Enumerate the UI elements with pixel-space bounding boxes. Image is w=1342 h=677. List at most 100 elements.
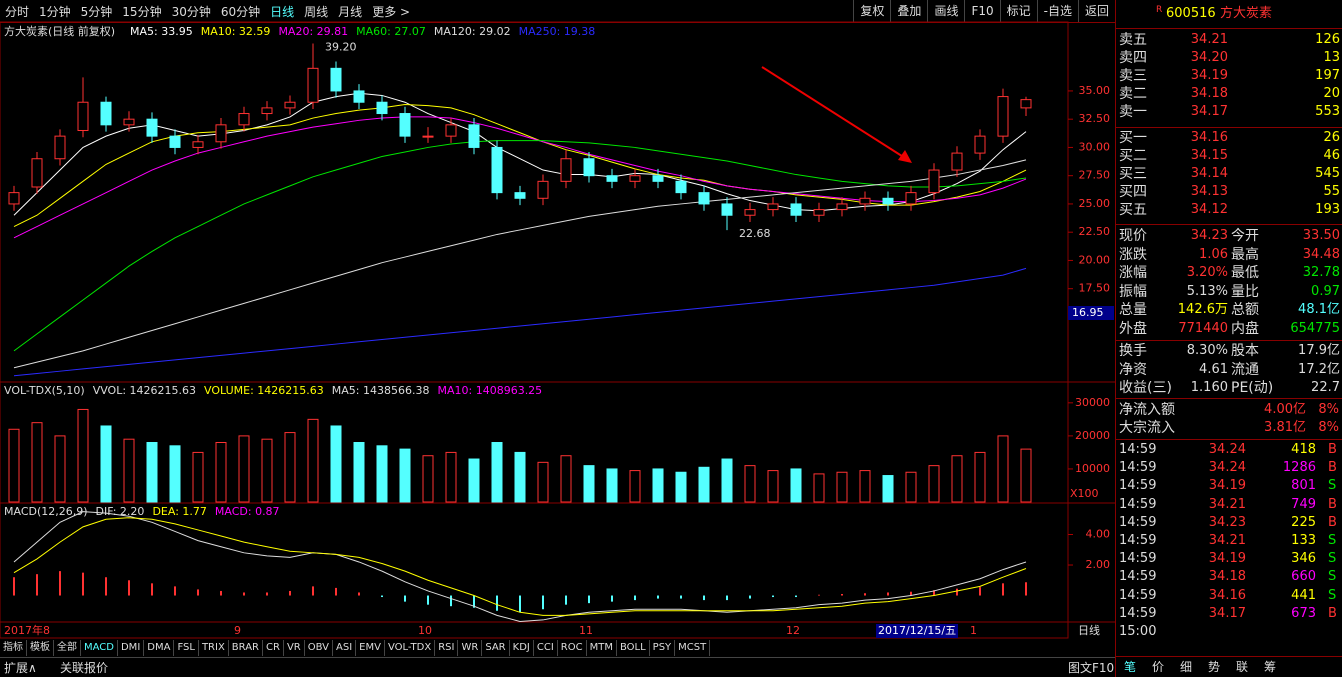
timeframe-button[interactable]: 周线 <box>304 4 329 19</box>
trade-price: 34.21 <box>1208 533 1246 548</box>
indicator-tab[interactable]: KDJ <box>510 640 534 656</box>
indicator-tab[interactable]: SAR <box>482 640 510 656</box>
indicator-tab[interactable]: EMV <box>356 640 385 656</box>
indicator-tab[interactable]: CCI <box>534 640 558 656</box>
indicator-tab[interactable]: PSY <box>650 640 676 656</box>
candle-body <box>974 135 986 154</box>
timeframe-button[interactable]: 60分钟 <box>220 4 261 19</box>
toolbar-button[interactable]: -自选 <box>1036 0 1078 22</box>
timeframe-button[interactable]: 1分钟 <box>39 4 71 19</box>
timeframe-button[interactable]: 日线 <box>270 4 295 19</box>
candle-body <box>721 203 733 216</box>
separator <box>1116 127 1342 128</box>
indicator-tab[interactable]: CR <box>263 640 284 656</box>
indicator-tab[interactable]: WR <box>458 640 483 656</box>
panel-tab[interactable]: 价 <box>1152 660 1165 674</box>
book-label: 买五 <box>1119 202 1147 218</box>
indicator-tab[interactable]: RSI <box>435 640 459 656</box>
panel-tab[interactable]: 联 <box>1236 660 1249 674</box>
stat-label: 涨幅 <box>1119 265 1147 281</box>
panel-tab[interactable]: 势 <box>1208 660 1221 674</box>
stat-value: 17.9亿 <box>1298 343 1340 358</box>
legend-entry: MACD(12,26,9) <box>4 505 88 518</box>
indicator-tab[interactable]: 全部 <box>54 640 81 656</box>
separator <box>1116 398 1342 399</box>
trade-time: 14:59 <box>1119 514 1157 530</box>
ma-line <box>13 159 1027 369</box>
stat-value: 34.23 <box>1190 228 1228 243</box>
candle-body <box>514 192 526 199</box>
timeframe-button[interactable]: 更多 > <box>372 4 411 19</box>
stat-label: 净资 <box>1119 361 1147 378</box>
trade-side: S <box>1328 587 1337 603</box>
y-tick-label: 4.00 <box>1086 528 1111 541</box>
timeframe-button[interactable]: 15分钟 <box>122 4 162 19</box>
trade-time: 14:59 <box>1119 587 1157 603</box>
timeframe-button[interactable]: 月线 <box>338 4 363 19</box>
indicator-tab[interactable]: OBV <box>305 640 333 656</box>
indicator-tab[interactable]: MACD <box>81 640 118 656</box>
trade-side: S <box>1328 569 1337 585</box>
panel-tab[interactable]: 细 <box>1180 660 1193 674</box>
date-label: 2017/12/15/五 <box>878 624 956 637</box>
indicator-tab[interactable]: TRIX <box>199 640 229 656</box>
volume-bar <box>353 442 365 503</box>
candle-body <box>905 192 917 205</box>
footer-button[interactable]: 关联报价 <box>60 661 109 675</box>
marker: R <box>1156 5 1163 15</box>
trade-side: B <box>1328 460 1337 476</box>
stat-value: 1.06 <box>1199 246 1228 262</box>
indicator-tab[interactable]: VOL-TDX <box>385 640 436 656</box>
legend-entry: MA120: 29.02 <box>434 25 511 38</box>
footer-button[interactable]: 图文F10 <box>1068 661 1115 675</box>
toolbar-button[interactable]: 画线 <box>927 0 964 22</box>
stat-label: 内盘 <box>1231 320 1259 337</box>
timeframe-button[interactable]: 分时 <box>5 4 30 19</box>
candle-body <box>882 197 894 205</box>
panel-tab[interactable]: 笔 <box>1124 660 1137 674</box>
indicator-tab[interactable]: MCST <box>675 640 711 656</box>
volume-bar <box>698 466 710 503</box>
date-label: 2017年8 <box>4 623 50 637</box>
toolbar-button[interactable]: 返回 <box>1077 0 1115 22</box>
stat-value: 34.48 <box>1302 246 1340 262</box>
volume-bar <box>721 458 733 503</box>
indicator-tab[interactable]: BRAR <box>229 640 263 656</box>
footer: 扩展∧ 关联报价 图文F10 <box>0 657 1115 677</box>
indicator-tab[interactable]: 模板 <box>27 640 54 656</box>
stat-value: 142.6万 <box>1177 302 1228 317</box>
indicator-tab[interactable]: BOLL <box>617 640 650 656</box>
indicator-tab[interactable]: FSL <box>174 640 199 656</box>
toolbar-button[interactable]: 复权 <box>853 0 890 22</box>
timeframe-button[interactable]: 30分钟 <box>171 4 211 19</box>
volume-bar <box>1020 448 1032 503</box>
toolbar-button[interactable]: F10 <box>964 0 999 22</box>
book-volume: 13 <box>1323 50 1340 65</box>
indicator-tab[interactable]: ASI <box>333 640 357 656</box>
candle-body <box>8 192 20 205</box>
trade-price: 34.19 <box>1208 478 1246 494</box>
stat-value: 17.2亿 <box>1298 361 1340 377</box>
indicator-tab[interactable]: DMI <box>118 640 145 656</box>
legend-entry: MA60: 27.07 <box>356 25 426 38</box>
indicator-tab[interactable]: 指标 <box>0 640 27 656</box>
book-price: 34.14 <box>1190 166 1228 181</box>
indicator-tab[interactable]: VR <box>284 640 305 656</box>
indicator-tab[interactable]: DMA <box>144 640 175 656</box>
timeframe-button[interactable]: 5分钟 <box>80 4 113 19</box>
toolbar-button[interactable]: 标记 <box>999 0 1037 22</box>
separator <box>1116 439 1342 440</box>
volume-bar <box>169 445 181 503</box>
flow-label: 大宗流入 <box>1119 420 1175 436</box>
trade-time: 14:59 <box>1119 569 1157 585</box>
toolbar-button[interactable]: 叠加 <box>890 0 927 22</box>
trade-side: B <box>1328 496 1337 512</box>
footer-button[interactable]: 扩展∧ <box>4 661 37 675</box>
indicator-tab[interactable]: ROC <box>558 640 587 656</box>
trade-time: 15:00 <box>1119 624 1157 639</box>
candle-body <box>399 113 411 137</box>
indicator-tab[interactable]: MTM <box>587 640 617 656</box>
volume-bar <box>31 422 43 503</box>
panel-tab[interactable]: 筹 <box>1264 660 1277 674</box>
